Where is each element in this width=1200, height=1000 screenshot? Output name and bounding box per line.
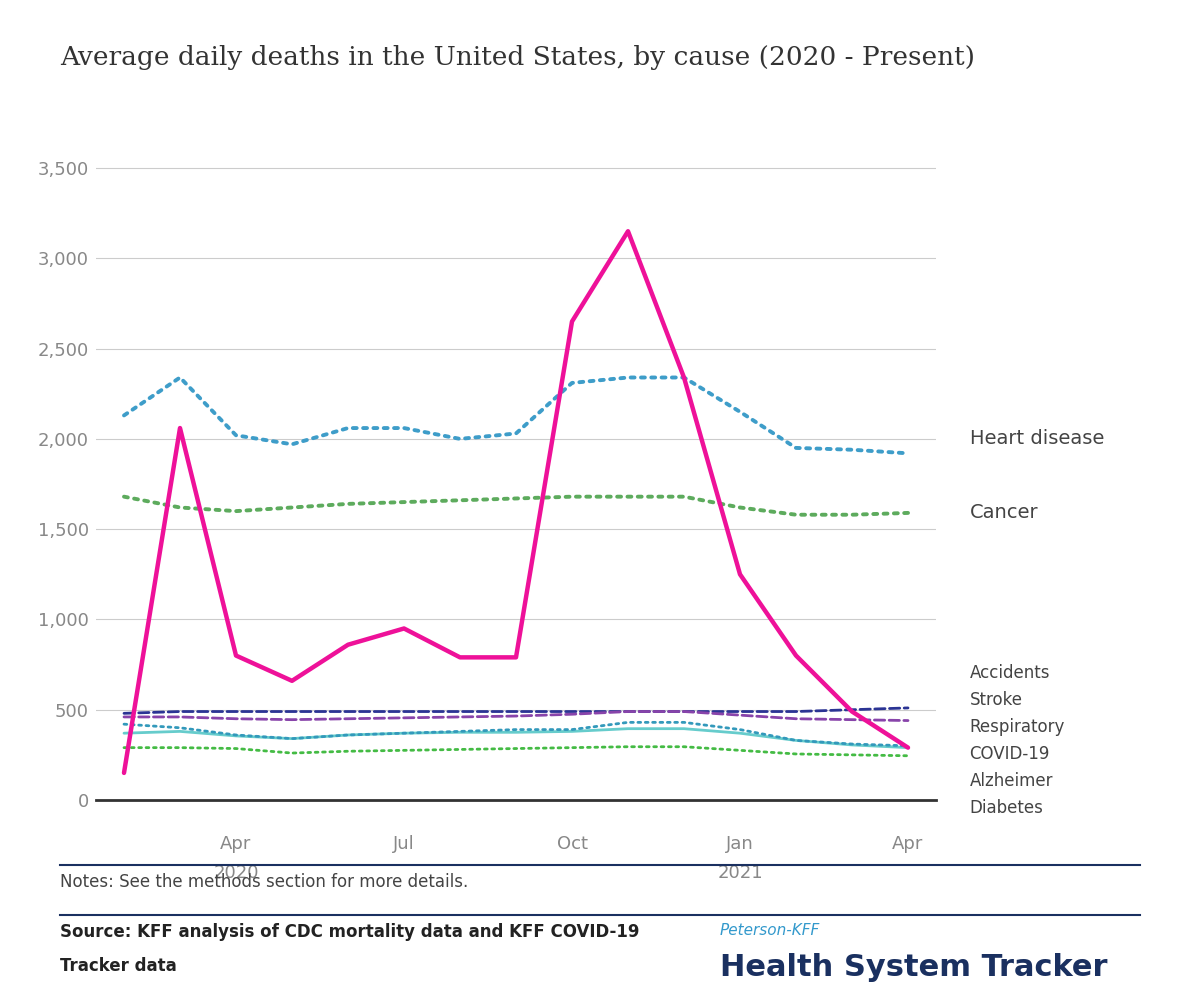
Text: Jul: Jul <box>394 835 415 853</box>
Text: Apr: Apr <box>893 835 924 853</box>
Text: 2021: 2021 <box>718 864 763 882</box>
Text: Health System Tracker: Health System Tracker <box>720 953 1108 982</box>
Text: Stroke: Stroke <box>970 691 1022 709</box>
Text: Source: KFF analysis of CDC mortality data and KFF COVID-19: Source: KFF analysis of CDC mortality da… <box>60 923 640 941</box>
Text: Diabetes: Diabetes <box>970 799 1044 817</box>
Text: Tracker data: Tracker data <box>60 957 176 975</box>
Text: 2020: 2020 <box>214 864 259 882</box>
Text: Cancer: Cancer <box>970 503 1038 522</box>
Text: Notes: See the methods section for more details.: Notes: See the methods section for more … <box>60 873 468 891</box>
Text: COVID-19: COVID-19 <box>970 745 1050 763</box>
Text: Alzheimer: Alzheimer <box>970 772 1054 790</box>
Text: Accidents: Accidents <box>970 664 1050 682</box>
Text: Jan: Jan <box>726 835 754 853</box>
Text: Heart disease: Heart disease <box>970 429 1104 448</box>
Text: Apr: Apr <box>221 835 252 853</box>
Text: Respiratory: Respiratory <box>970 718 1064 736</box>
Text: Peterson-KFF: Peterson-KFF <box>720 923 821 938</box>
Text: Oct: Oct <box>557 835 588 853</box>
Text: Average daily deaths in the United States, by cause (2020 - Present): Average daily deaths in the United State… <box>60 45 974 70</box>
